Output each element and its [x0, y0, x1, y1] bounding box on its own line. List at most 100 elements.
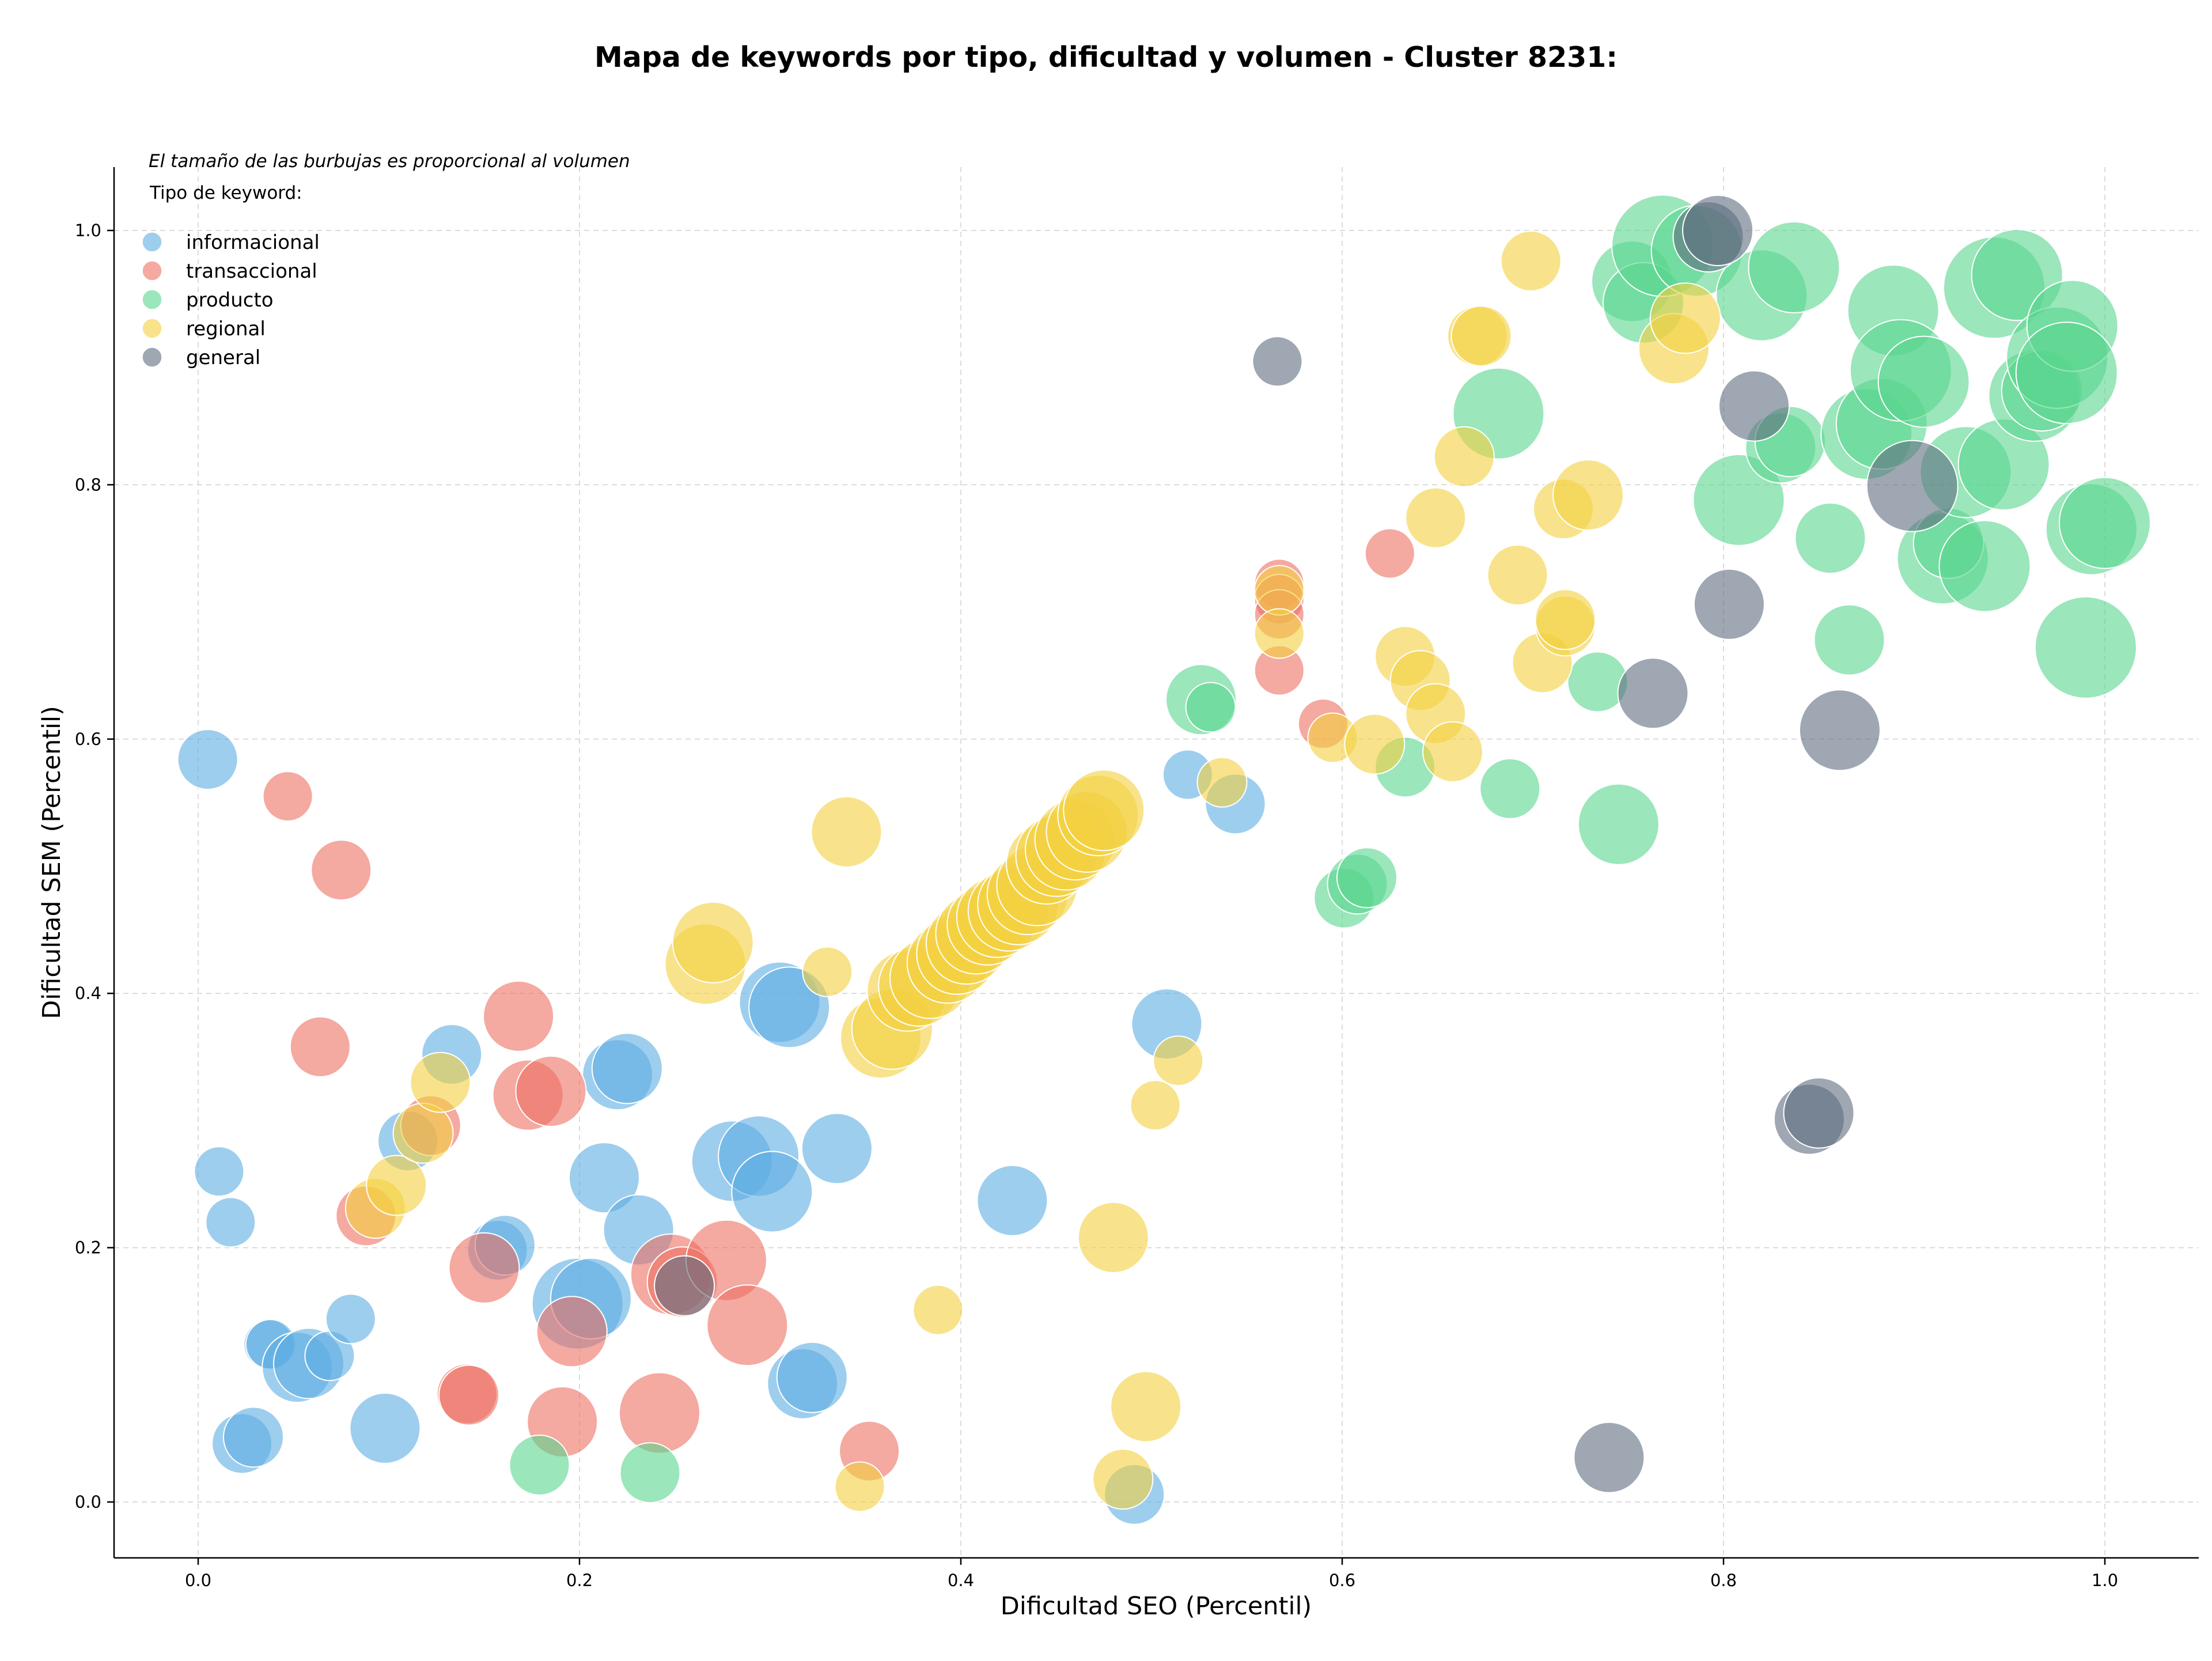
- bubble-informacional: [205, 1197, 256, 1248]
- x-tick-label: 1.0: [2092, 1571, 2118, 1590]
- bubble-general: [1617, 657, 1689, 729]
- legend-marker-producto: [142, 289, 162, 310]
- bubble-producto: [619, 1442, 681, 1504]
- bubble-general: [654, 1255, 715, 1316]
- bubble-regional: [1433, 426, 1495, 487]
- bubble-producto: [1794, 502, 1866, 574]
- bubble-regional: [1063, 769, 1145, 852]
- y-tick-label: 0.8: [75, 475, 101, 494]
- bubble-producto: [1938, 520, 2031, 612]
- bubble-general: [1718, 370, 1790, 442]
- bubble-informacional: [223, 1406, 284, 1468]
- bubble-informacional: [591, 1032, 663, 1104]
- bubble-regional: [1500, 230, 1562, 292]
- bubble-regional: [1405, 487, 1467, 548]
- bubble-general: [1682, 195, 1754, 266]
- legend-label-transaccional: transaccional: [186, 260, 317, 283]
- bubble-general: [1866, 440, 1959, 532]
- bubble-informacional: [194, 1146, 245, 1197]
- bubble-general: [1693, 568, 1765, 640]
- legend-marker-informacional: [142, 232, 162, 252]
- bubble-regional: [802, 946, 853, 997]
- bubble-producto: [2059, 476, 2151, 569]
- bubble-informacional: [801, 1113, 873, 1185]
- bubble-informacional: [325, 1293, 376, 1345]
- bubble-regional: [1110, 1371, 1182, 1443]
- bubble-regional: [366, 1155, 427, 1216]
- bubble-informacional: [569, 1142, 640, 1214]
- bubble-producto: [1877, 335, 1970, 428]
- bubble-informacional: [731, 1151, 813, 1233]
- legend-label-producto: producto: [186, 289, 274, 312]
- bubble-regional: [1450, 305, 1512, 367]
- bubble-regional: [410, 1051, 471, 1113]
- bubble-producto: [1479, 758, 1541, 819]
- bubble-producto: [1336, 847, 1397, 909]
- bubble-producto: [1813, 604, 1885, 676]
- bubble-informacional: [776, 1341, 848, 1413]
- bubble-regional: [1092, 1448, 1154, 1510]
- legend-label-informacional: informacional: [186, 231, 320, 254]
- legend-label-regional: regional: [186, 317, 266, 340]
- bubble-producto: [1577, 783, 1660, 865]
- bubble-transaccional: [438, 1364, 499, 1426]
- bubble-general: [1783, 1077, 1855, 1149]
- bubble-transaccional: [289, 1016, 351, 1077]
- bubble-informacional: [976, 1164, 1048, 1236]
- bubble-producto: [2034, 596, 2137, 699]
- bubble-transaccional: [310, 839, 372, 901]
- bubble-transaccional: [619, 1372, 700, 1454]
- bubble-regional: [1253, 565, 1305, 616]
- y-tick-label: 0.6: [75, 729, 101, 749]
- bubble-regional: [912, 1284, 964, 1335]
- x-tick-label: 0.6: [1329, 1571, 1355, 1590]
- bubble-general: [1252, 336, 1303, 387]
- bubble-regional: [1077, 1201, 1149, 1273]
- bubble-regional: [810, 796, 882, 868]
- bubble-transaccional: [536, 1296, 608, 1368]
- legend: Tipo de keyword: informacional transaccio…: [142, 183, 320, 369]
- bubble-regional: [1130, 1080, 1181, 1131]
- bubble-size-note: El tamaño de las burbujas es proporciona…: [149, 151, 630, 172]
- x-tick-label: 0.4: [948, 1571, 974, 1590]
- y-tick-label: 1.0: [75, 221, 101, 240]
- x-axis-label: Dificultad SEO (Percentil): [1001, 1592, 1312, 1621]
- bubble-transaccional: [706, 1284, 789, 1367]
- bubble-regional: [1344, 713, 1406, 775]
- bubble-regional: [834, 1461, 885, 1512]
- bubble-producto: [1185, 682, 1236, 733]
- bubble-regional: [1649, 282, 1721, 354]
- bubble-regional: [1196, 756, 1248, 808]
- x-tick-label: 0.8: [1710, 1571, 1737, 1590]
- y-axis-label: Dificultad SEM (Percentil): [37, 706, 66, 1019]
- legend-items: informacional transaccional producto region…: [142, 231, 320, 369]
- y-tick-label: 0.0: [75, 1492, 101, 1512]
- x-tick-label: 0.0: [185, 1571, 211, 1590]
- legend-label-general: general: [186, 346, 260, 369]
- bubble-transaccional: [483, 980, 555, 1052]
- bubble-layer: [177, 194, 2151, 1525]
- bubble-producto: [2015, 321, 2118, 425]
- bubble-producto: [509, 1435, 570, 1496]
- y-tick-label: 0.2: [75, 1238, 101, 1258]
- legend-marker-transaccional: [142, 260, 162, 281]
- bubble-producto: [1748, 221, 1840, 313]
- bubble-informacional: [349, 1393, 421, 1464]
- axis-ticks: 0.0 0.0 0.2 0.2 0.4 0.4 0.6 0.6 0.8 0.8 1.0 1.0: [75, 221, 2118, 1590]
- legend-marker-regional: [142, 318, 162, 339]
- bubble-regional: [1253, 608, 1305, 659]
- x-tick-label: 0.2: [566, 1571, 593, 1590]
- bubble-regional: [1487, 544, 1548, 606]
- bubble-transaccional: [515, 1055, 587, 1127]
- bubble-general: [1573, 1421, 1645, 1493]
- bubble-regional: [672, 901, 754, 983]
- bubble-regional: [1535, 589, 1596, 650]
- bubble-regional: [1153, 1035, 1204, 1087]
- bubble-transaccional: [262, 771, 313, 822]
- bubble-general: [1798, 689, 1881, 771]
- legend-title: Tipo de keyword:: [149, 183, 302, 203]
- bubble-transaccional: [448, 1232, 520, 1304]
- chart-title: Mapa de keywords por tipo, dificultad y …: [594, 41, 1618, 74]
- bubble-transaccional: [1364, 528, 1415, 579]
